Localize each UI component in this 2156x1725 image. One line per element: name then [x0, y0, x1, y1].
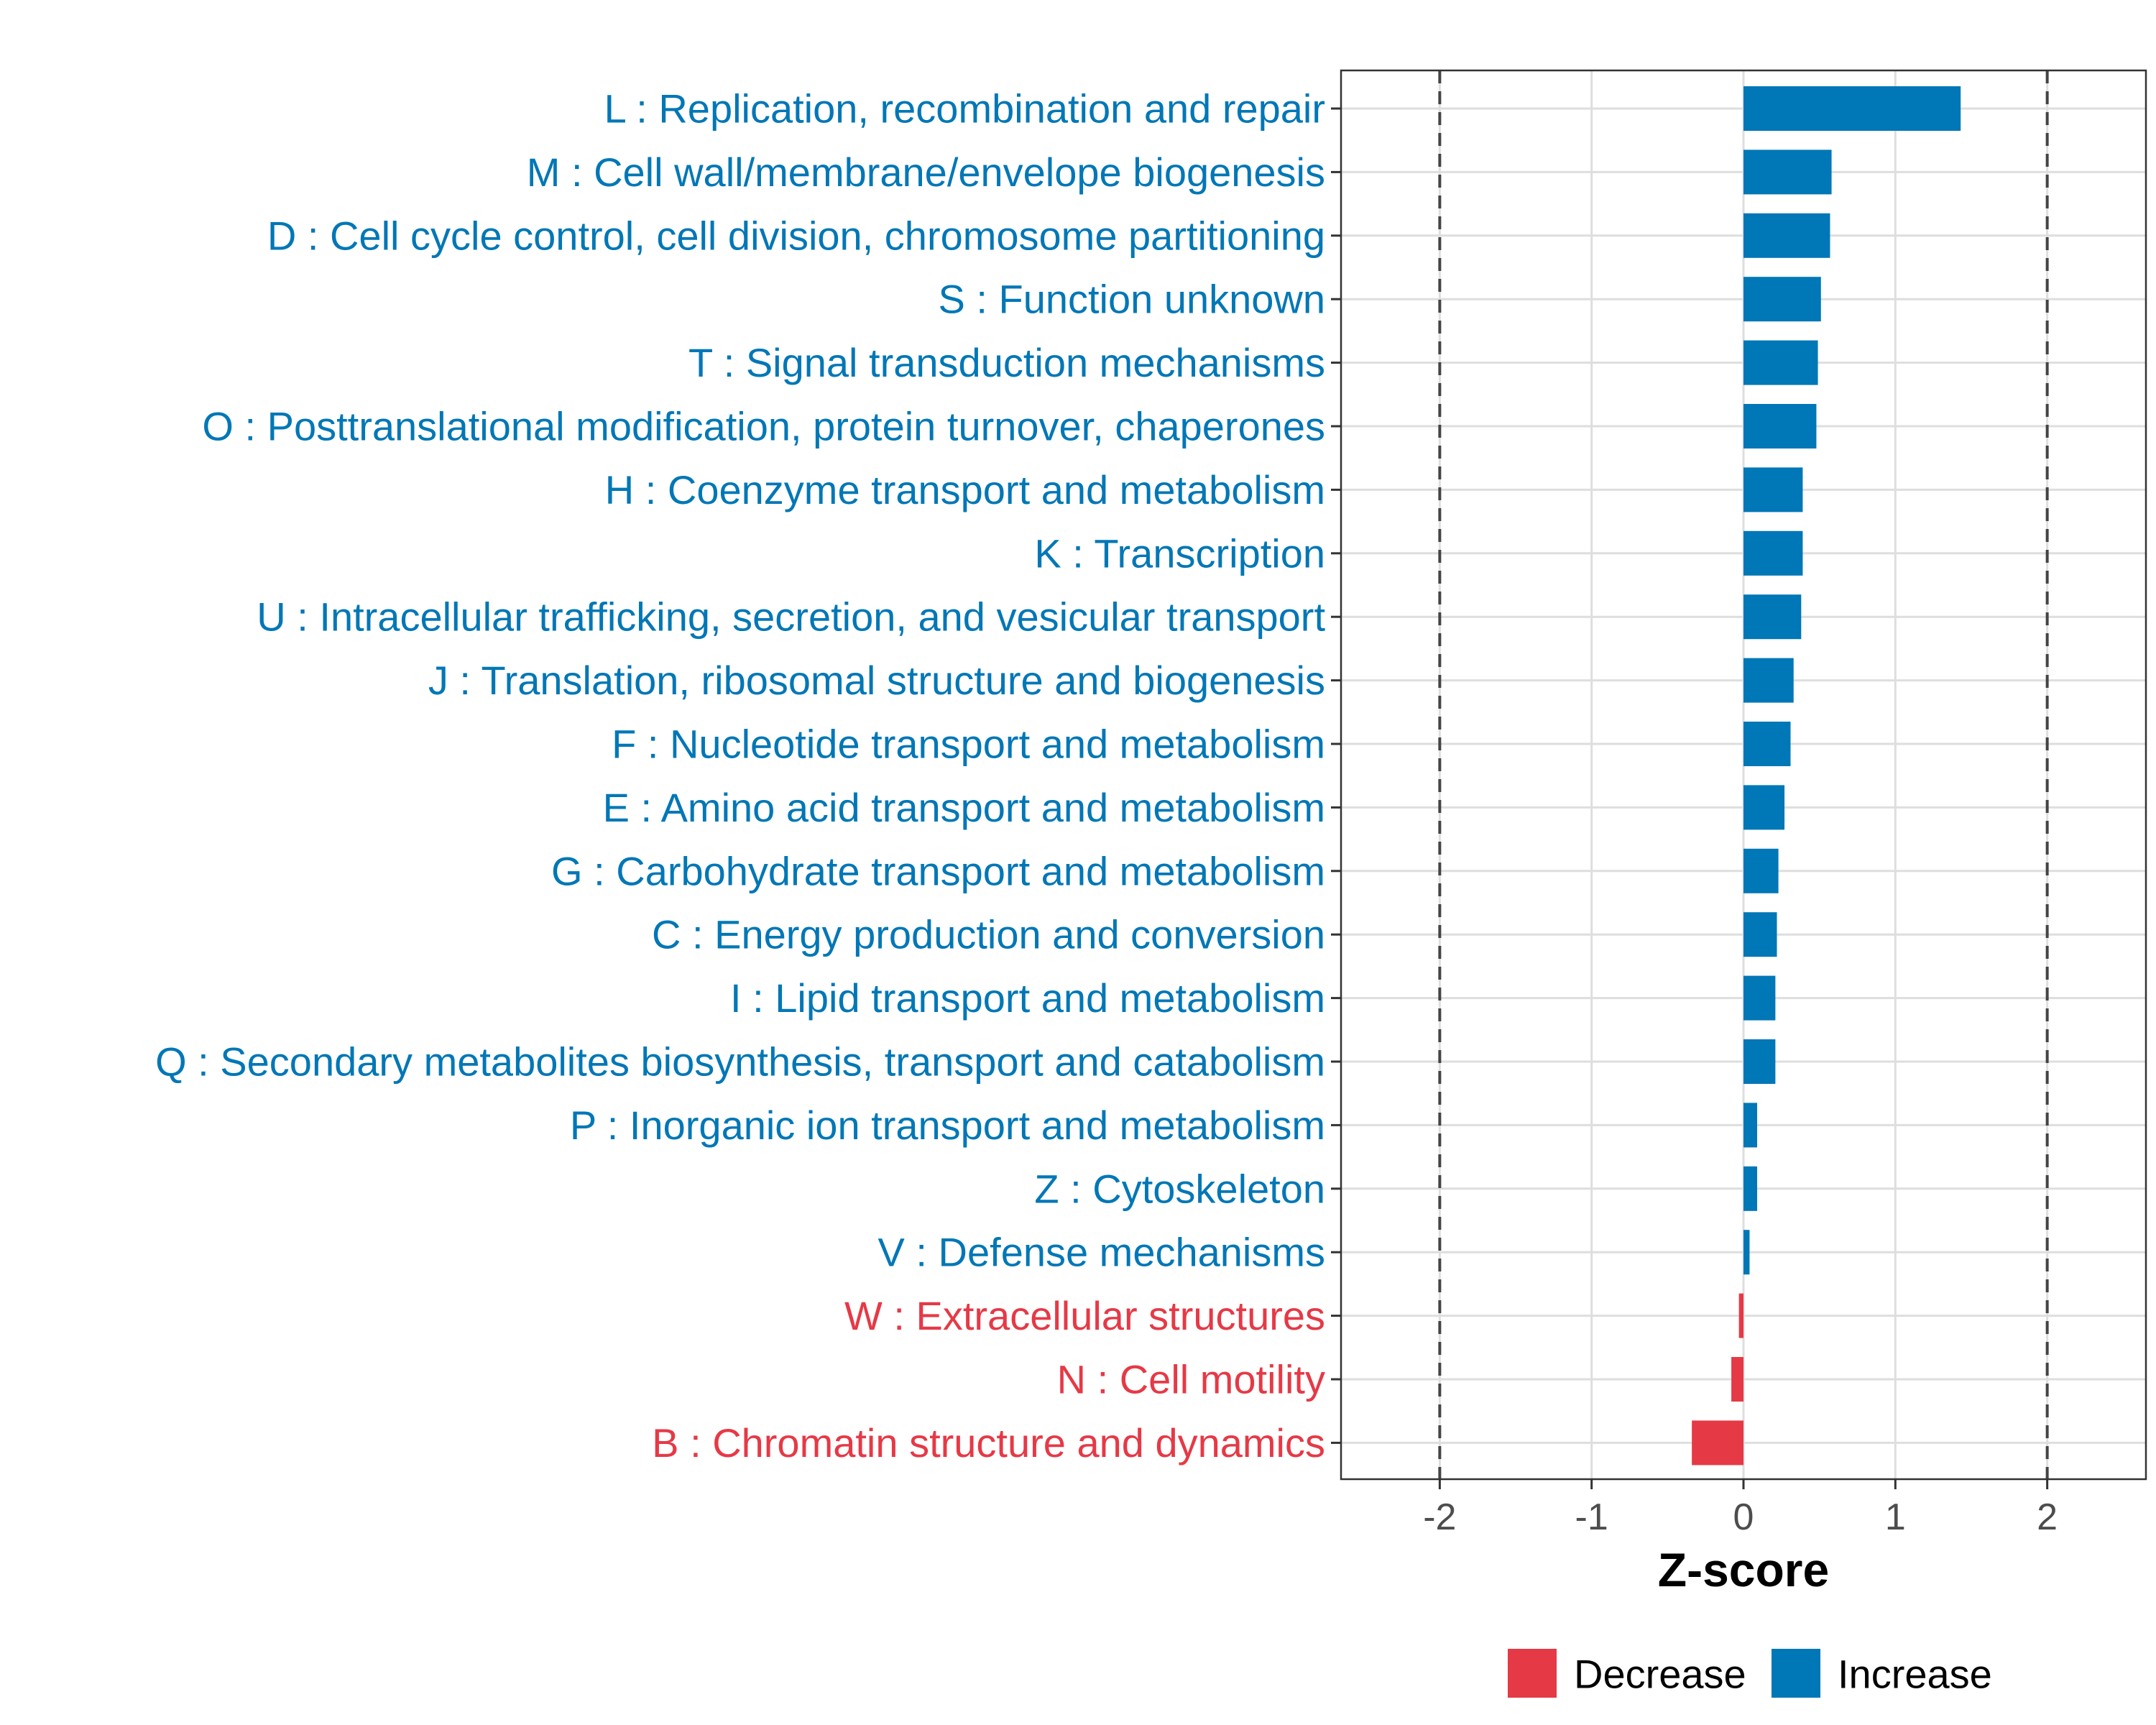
category-label: N : Cell motility: [1057, 1357, 1325, 1402]
bar: [1743, 340, 1818, 385]
x-axis-title: Z-score: [1658, 1543, 1829, 1596]
bar: [1743, 86, 1961, 131]
category-label: S : Function unknown: [938, 277, 1325, 322]
legend-swatch: [1508, 1649, 1557, 1698]
category-label: H : Coenzyme transport and metabolism: [605, 467, 1325, 512]
x-tick-label: 2: [2037, 1496, 2058, 1538]
category-label: U : Intracellular trafficking, secretion…: [257, 594, 1325, 640]
category-label: Q : Secondary metabolites biosynthesis, …: [155, 1039, 1325, 1085]
bar: [1743, 658, 1794, 703]
x-tick-label: -1: [1575, 1496, 1608, 1538]
bar: [1743, 530, 1803, 576]
category-label: C : Energy production and conversion: [652, 912, 1325, 957]
bar: [1743, 975, 1776, 1021]
category-label: M : Cell wall/membrane/envelope biogenes…: [527, 150, 1325, 195]
y-axis-labels: L : Replication, recombination and repai…: [155, 86, 1325, 1466]
legend-label: Increase: [1838, 1652, 1992, 1697]
category-label: F : Nucleotide transport and metabolism: [612, 722, 1325, 767]
category-label: P : Inorganic ion transport and metaboli…: [570, 1103, 1325, 1148]
legend-swatch: [1772, 1649, 1820, 1698]
x-tick-label: 0: [1733, 1496, 1754, 1538]
category-label: Z : Cytoskeleton: [1034, 1166, 1325, 1211]
bar: [1743, 785, 1785, 830]
bar: [1743, 594, 1802, 640]
bar: [1743, 912, 1777, 957]
bar: [1743, 213, 1830, 258]
category-label: D : Cell cycle control, cell division, c…: [267, 213, 1325, 258]
bar: [1743, 150, 1832, 195]
bar: [1743, 404, 1817, 448]
x-tick-label: -2: [1423, 1496, 1456, 1538]
bar: [1692, 1420, 1743, 1466]
bar: [1743, 722, 1791, 766]
y-axis-ticks: [1331, 107, 1341, 1444]
category-label: O : Posttranslational modification, prot…: [202, 404, 1325, 449]
bar: [1738, 1293, 1743, 1338]
bar: [1743, 1103, 1758, 1148]
x-axis-ticks: -2 -1 0 1 2: [1423, 1479, 2058, 1538]
bars: [1692, 86, 1961, 1466]
bar: [1743, 1230, 1750, 1275]
category-label: W : Extracellular structures: [844, 1293, 1325, 1338]
category-label: V : Defense mechanisms: [878, 1230, 1325, 1275]
x-tick-label: 1: [1885, 1496, 1906, 1538]
category-label: K : Transcription: [1034, 530, 1325, 576]
category-label: G : Carbohydrate transport and metabolis…: [551, 848, 1325, 893]
category-label: J : Translation, ribosomal structure and…: [428, 658, 1325, 703]
bar: [1743, 848, 1779, 893]
category-label: E : Amino acid transport and metabolism: [603, 785, 1325, 830]
bar: [1743, 467, 1803, 512]
reference-lines: [1438, 70, 2049, 1479]
legend-label: Decrease: [1574, 1652, 1746, 1697]
bar: [1743, 1039, 1776, 1084]
category-label: T : Signal transduction mechanisms: [688, 340, 1325, 385]
legend: Decrease Increase: [1508, 1649, 1992, 1698]
category-label: I : Lipid transport and metabolism: [730, 975, 1325, 1021]
bar: [1743, 1166, 1758, 1211]
bar: [1743, 277, 1821, 322]
bar: [1731, 1357, 1743, 1402]
category-label: L : Replication, recombination and repai…: [604, 86, 1325, 132]
category-label: B : Chromatin structure and dynamics: [652, 1420, 1325, 1466]
